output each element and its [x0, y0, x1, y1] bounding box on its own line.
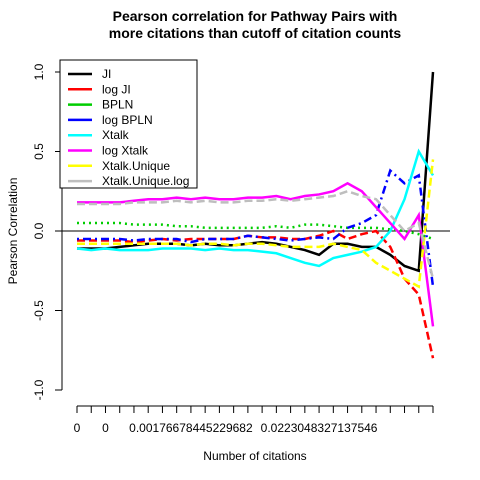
x-tick-label: 0.00176678445229682 [129, 421, 253, 435]
series-line [76, 148, 435, 268]
x-tick-label: 0 [74, 421, 81, 435]
legend-label: Xtalk.Unique.log [102, 174, 189, 188]
legend-label: log Xtalk [102, 144, 149, 158]
legend-label: Xtalk [102, 128, 130, 142]
y-tick-label: 0.0 [32, 222, 46, 239]
legend-label: log BPLN [102, 113, 153, 127]
x-tick-label: 0.0223048327137546 [261, 421, 378, 435]
legend-label: Xtalk.Unique [102, 159, 170, 173]
series-line [77, 229, 435, 359]
series-line [77, 159, 435, 289]
legend-label: BPLN [102, 98, 133, 112]
y-tick-label: -1.0 [32, 379, 46, 400]
series-line [77, 181, 435, 327]
y-tick-label: 1.0 [32, 63, 46, 80]
x-axis-title: Number of citations [203, 449, 306, 463]
y-axis-title: Pearson Correlation [6, 178, 20, 285]
y-tick-label: -0.5 [32, 300, 46, 321]
y-tick-label: 0.5 [32, 143, 46, 160]
legend-label: JI [102, 67, 111, 81]
legend-label: log JI [102, 82, 131, 96]
chart-title: Pearson correlation for Pathway Pairs wi… [109, 8, 402, 41]
x-tick-label: 0 [102, 421, 109, 435]
